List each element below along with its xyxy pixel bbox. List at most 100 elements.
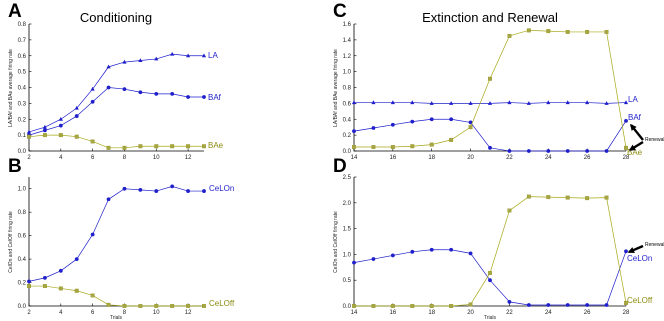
x-tick-label: 16 xyxy=(390,155,397,161)
series-line xyxy=(28,87,204,136)
renewal-annotation: Renewal xyxy=(628,123,664,152)
data-point xyxy=(526,101,531,105)
x-tick-label: 20 xyxy=(467,155,474,161)
data-point xyxy=(201,53,207,58)
data-point xyxy=(468,125,473,130)
data-point xyxy=(42,124,48,129)
x-tick-label: 22 xyxy=(506,155,513,161)
data-point xyxy=(565,100,570,105)
data-point xyxy=(371,126,376,130)
data-point xyxy=(565,149,570,153)
data-point xyxy=(43,275,47,280)
data-point xyxy=(138,188,143,192)
data-point xyxy=(565,195,570,200)
data-point xyxy=(352,304,356,308)
y-tick-label: 0.6 xyxy=(343,101,352,107)
y-tick-label: 0.6 xyxy=(18,54,27,60)
series-label-la: LA xyxy=(208,51,218,60)
data-point xyxy=(526,194,531,199)
y-tick-label: 0.0 xyxy=(18,149,27,155)
y-tick-label: 2.5 xyxy=(343,175,352,181)
data-point xyxy=(410,144,415,149)
y-tick-label: 0.0 xyxy=(343,149,352,155)
data-point xyxy=(507,33,512,38)
data-point xyxy=(154,189,159,193)
series-line xyxy=(354,196,627,307)
y-tick-label: 0.2 xyxy=(343,133,352,139)
y-tick-label: 0.4 xyxy=(18,86,27,92)
y-tick-label: 0.2 xyxy=(18,281,27,287)
y-tick-label: 0.5 xyxy=(18,70,27,76)
x-tick-label: 14 xyxy=(351,155,358,161)
data-point xyxy=(90,232,95,237)
data-point xyxy=(624,145,628,150)
data-point xyxy=(371,100,376,105)
series-la: LA xyxy=(351,95,638,105)
data-point xyxy=(122,186,127,191)
x-axis: 14 16 18 20 22 24 26 28 xyxy=(351,303,630,316)
data-point xyxy=(624,300,628,305)
data-point xyxy=(468,302,473,307)
data-point xyxy=(390,100,395,105)
data-point xyxy=(202,144,206,149)
data-point xyxy=(202,95,206,99)
series-label-baf: BAf xyxy=(628,113,642,122)
y-tick-label: 0.0 xyxy=(343,304,352,310)
x-axis: 2 4 6 8 10 12 xyxy=(27,148,192,161)
panel-b: B 0.0 0.2 0.4 0.6 0.8 1.0 2 4 6 8 10 12 CelOn and Cel… xyxy=(8,156,235,321)
y-tick-label: 0.3 xyxy=(18,101,27,107)
data-point xyxy=(185,53,191,58)
x-tick-label: 18 xyxy=(428,310,435,316)
y-tick-label: 1.0 xyxy=(18,187,27,193)
series-line xyxy=(28,53,204,133)
x-tick-label: 18 xyxy=(428,155,435,161)
data-point xyxy=(390,145,395,149)
data-point xyxy=(138,144,143,149)
y-tick-label: 0.7 xyxy=(18,38,27,44)
data-point xyxy=(604,149,609,153)
series-baf: BAf xyxy=(352,113,642,153)
data-point xyxy=(624,249,628,254)
data-point xyxy=(429,117,434,122)
data-point xyxy=(488,76,492,81)
data-point xyxy=(449,137,454,142)
data-point xyxy=(507,149,512,153)
data-point xyxy=(122,145,127,150)
y-tick-label: 0.1 xyxy=(18,133,27,139)
data-point xyxy=(74,105,79,110)
series-line xyxy=(28,186,204,282)
data-point xyxy=(122,59,127,64)
series-celoff: CeLOff xyxy=(352,194,653,308)
data-point xyxy=(186,95,190,99)
data-point xyxy=(526,303,531,307)
y-tick-label: 1.6 xyxy=(343,22,352,28)
series-baf: BAf xyxy=(27,85,222,138)
series-line xyxy=(354,29,627,148)
x-tick-label: 28 xyxy=(623,155,630,161)
data-point xyxy=(585,100,590,105)
y-tick-label: 1.4 xyxy=(343,38,352,44)
data-point xyxy=(106,197,111,202)
y-axis: 0.0 0.2 0.4 0.6 0.8 1.0 xyxy=(18,187,32,310)
data-point xyxy=(90,99,95,104)
renewal-label: Renewal xyxy=(645,137,664,143)
series-celoff: CeLOff xyxy=(27,284,235,308)
series-celon: CeLOn xyxy=(352,247,652,307)
x-tick-label: 2 xyxy=(27,155,31,161)
data-point xyxy=(585,303,590,307)
y-tick-label: 0.8 xyxy=(18,22,27,28)
axis-lines xyxy=(28,24,204,152)
data-point xyxy=(90,293,95,298)
y-tick-label: 0.4 xyxy=(18,257,27,263)
y-tick-label: 1.0 xyxy=(343,252,352,258)
panel-letter: B xyxy=(8,156,22,177)
panel-letter: D xyxy=(333,156,347,177)
series-label-la: LA xyxy=(628,95,638,104)
data-point xyxy=(449,101,454,105)
x-tick-label: 4 xyxy=(59,310,63,316)
data-point xyxy=(138,304,143,308)
x-tick-label: 22 xyxy=(506,310,513,316)
data-point xyxy=(106,302,111,307)
y-axis-label: LA/BAf and BAe average firing rate xyxy=(333,49,339,127)
